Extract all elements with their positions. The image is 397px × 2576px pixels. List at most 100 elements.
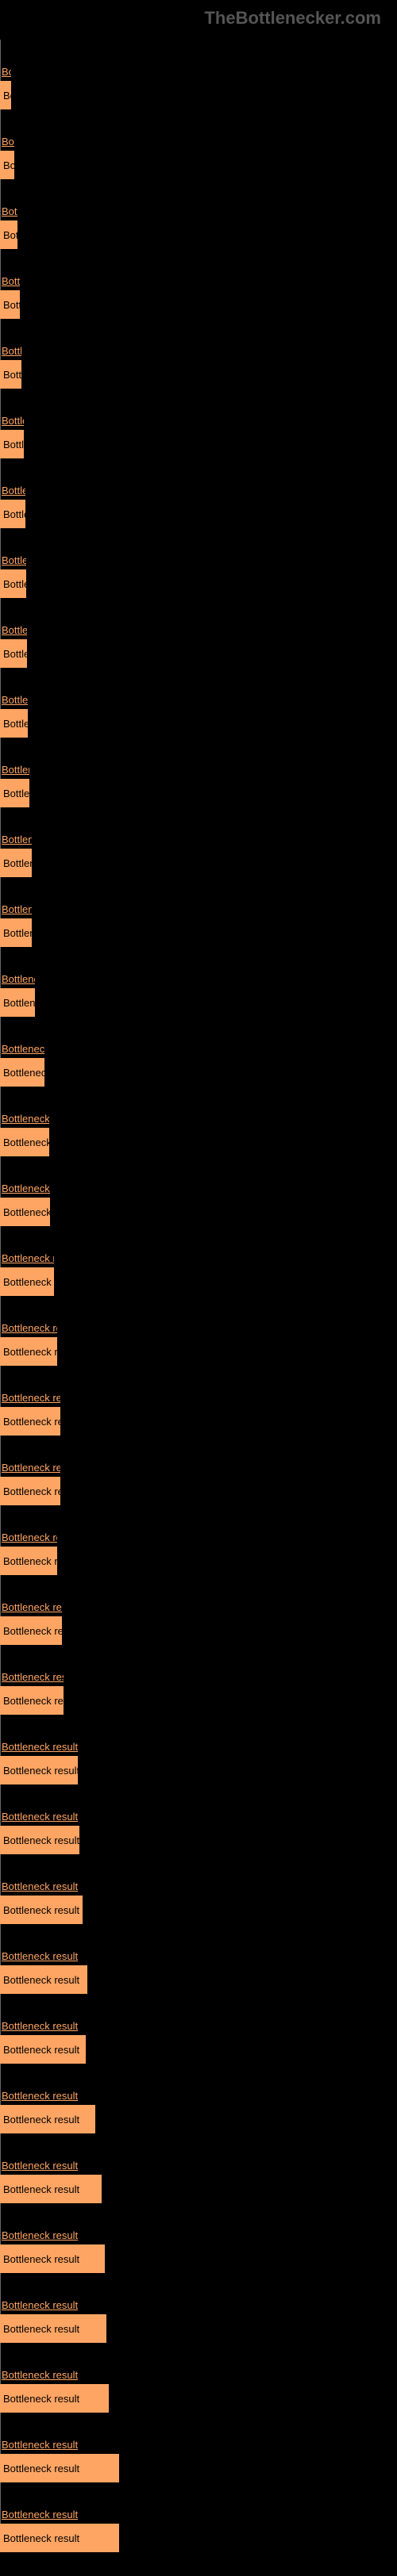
bar-label-link[interactable]: Bottleneck result (0, 1113, 49, 1125)
bar-label-link[interactable]: Bottleneck result (0, 1601, 62, 1613)
bar-label-link[interactable]: Bottleneck result (0, 2439, 119, 2451)
bar-label-link[interactable]: Bottleneck result (0, 1392, 60, 1404)
bar: Bottleneck result (0, 1058, 44, 1087)
bar-label-link[interactable]: Bottleneck result (0, 1741, 78, 1753)
bar-row: Bottleneck resultBottleneck result (0, 528, 397, 598)
bar-row: Bottleneck result Bottleneck result (0, 249, 397, 319)
bar-label-link[interactable]: Bottleneck result (0, 1531, 57, 1543)
bar-label-link[interactable]: Bottleneck result (0, 1322, 57, 1334)
bar-value-label: Bottleneck result (3, 2183, 79, 2195)
bar-label-link[interactable]: Bottleneck result (0, 973, 35, 985)
bar: Bottleneck result (0, 639, 27, 668)
bar-value-label: Bottleneck result (3, 299, 20, 311)
bar-row: Bottleneck result Bottleneck result (0, 40, 397, 109)
bar-label-link[interactable]: Bottleneck result (0, 2090, 95, 2102)
bar-value-label: Bottleneck result (3, 788, 29, 799)
bar: Bottleneck result (0, 2175, 102, 2203)
bar-value-label: Bottleneck result (3, 90, 11, 102)
bar-row: Bottleneck result Bottleneck result (0, 2413, 397, 2482)
bar: Bottleneck result (0, 151, 14, 179)
bar-label-link[interactable]: Bottleneck result (0, 415, 24, 427)
bar-value-label: Bottleneck result (3, 1206, 50, 1218)
bar-value-label: Bottleneck result (3, 508, 25, 520)
bar-value-label: Bottleneck result (3, 2253, 79, 2265)
bar-label-link[interactable]: Bottleneck result (0, 694, 28, 706)
bar-label-link[interactable]: Bottleneck result (0, 2509, 119, 2520)
bar-label-link[interactable]: Bottleneck result (0, 2369, 109, 2381)
bar-label-link[interactable]: Bottleneck result (0, 2160, 102, 2172)
bar: Bottleneck result (0, 2524, 119, 2552)
bar-value-label: Bottleneck result (3, 1276, 54, 1288)
bar: Bottleneck result (0, 1965, 87, 1994)
bar-row: Bottleneck result Bottleneck result (0, 738, 397, 807)
bar-row: Bottleneck result Bottleneck result (0, 668, 397, 738)
bar-value-label: Bottleneck result (3, 927, 32, 939)
bar-row: Bottleneck result Bottleneck result (0, 1366, 397, 1436)
bar: Bottleneck result (0, 849, 32, 877)
bar-row: Bottleneck resultBottleneck result (0, 1784, 397, 1854)
bar-row: Bottleneck result Bottleneck result (0, 179, 397, 249)
bar-label-link[interactable]: Bottleneck result (0, 1462, 60, 1474)
bar-label-link[interactable]: Bottleneck result (0, 205, 17, 217)
bar-label-link[interactable]: Bottleneck result (0, 2020, 86, 2032)
bar-label-link[interactable]: Bottleneck result (0, 136, 14, 148)
bar-label-link[interactable]: Bottleneck result (0, 554, 26, 566)
bar-value-label: Bottleneck result (3, 1974, 79, 1986)
bar-label-link[interactable]: Bottleneck result (0, 1880, 83, 1892)
bar-row: Bottleneck result Bottleneck result (0, 109, 397, 179)
bar: Bottleneck result (0, 220, 17, 249)
bar: Bottleneck result (0, 1616, 62, 1645)
bar-label-link[interactable]: Bottleneck result (0, 903, 32, 915)
bar-row: Bottleneck result Bottleneck result (0, 1715, 397, 1784)
bar-value-label: Bottleneck result (3, 1765, 78, 1777)
bar-row: Bottleneck result Bottleneck result (0, 1854, 397, 1924)
bar-value-label: Bottleneck result (3, 718, 28, 730)
bar-value-label: Bottleneck result (3, 1904, 79, 1916)
bar-label-link[interactable]: Bottleneck result (0, 485, 25, 496)
bar-row: Bottleneck result Bottleneck result (0, 458, 397, 528)
bar-row: Bottleneck result Bottleneck result (0, 1505, 397, 1575)
bar-row: Bottleneck result Bottleneck result (0, 2064, 397, 2133)
bar-label-link[interactable]: Bottleneck result (0, 2229, 105, 2241)
bar: Bottleneck result (0, 430, 24, 458)
bar-label-link[interactable]: Bottleneck result (0, 764, 29, 776)
bar-value-label: Bottleneck result (3, 2114, 79, 2126)
bar: Bottleneck result (0, 1407, 60, 1436)
bar: Bottleneck result (0, 988, 35, 1017)
bar-value-label: Bottleneck result (3, 648, 27, 660)
bar-label-link[interactable]: Bottleneck result (0, 1183, 50, 1194)
bar-row: Bottleneck result Bottleneck result (0, 807, 397, 877)
bar-row: Bottleneck result Bottleneck result (0, 389, 397, 458)
bar-label-link[interactable]: Bottleneck result (0, 345, 21, 357)
bar-label-link[interactable]: Bottleneck result (0, 834, 32, 845)
bar-value-label: Bottleneck result (3, 2463, 79, 2474)
bar-row: Bottleneck result Bottleneck result (0, 598, 397, 668)
bar: Bottleneck result (0, 1547, 57, 1575)
bar-label-link[interactable]: Bottleneck result (0, 1950, 87, 1962)
bar-row: Bottleneck resultBottleneck result (0, 319, 397, 389)
bar-row: Bottleneck result Bottleneck result (0, 2273, 397, 2343)
bar-label-link[interactable]: Bottleneck result (0, 1252, 54, 1264)
bar-value-label: Bottleneck result (3, 1137, 49, 1148)
bar: Bottleneck result (0, 709, 28, 738)
bar-label-link[interactable]: Bottleneck result (0, 1043, 44, 1055)
bar-value-label: Bottleneck result (3, 2393, 79, 2405)
bar-value-label: Bottleneck result (3, 2044, 79, 2056)
bar-label-link[interactable]: Bottleneck result (0, 2299, 106, 2311)
bar: Bottleneck result (0, 1896, 83, 1924)
bar-row: Bottleneck result Bottleneck result (0, 2133, 397, 2203)
bar-row: Bottleneck result Bottleneck result (0, 1156, 397, 1226)
bar: Bottleneck result (0, 1686, 64, 1715)
bar-row: Bottleneck result Bottleneck result (0, 1226, 397, 1296)
bar-row: Bottleneck result Bottleneck result (0, 947, 397, 1017)
bar-label-link[interactable]: Bottleneck result (0, 275, 20, 287)
bar-row: Bottleneck result Bottleneck result (0, 1994, 397, 2064)
bar-row: Bottleneck result Bottleneck result (0, 877, 397, 947)
bar-value-label: Bottleneck result (3, 857, 32, 869)
bar: Bottleneck result (0, 2314, 106, 2343)
bar-label-link[interactable]: Bottleneck result (0, 1671, 64, 1683)
bar-label-link[interactable]: Bottleneck result (0, 1811, 79, 1823)
bar-label-link[interactable]: Bottleneck result (0, 66, 11, 78)
bar-label-link[interactable]: Bottleneck result (0, 624, 27, 636)
bar-value-label: Bottleneck result (3, 159, 14, 171)
